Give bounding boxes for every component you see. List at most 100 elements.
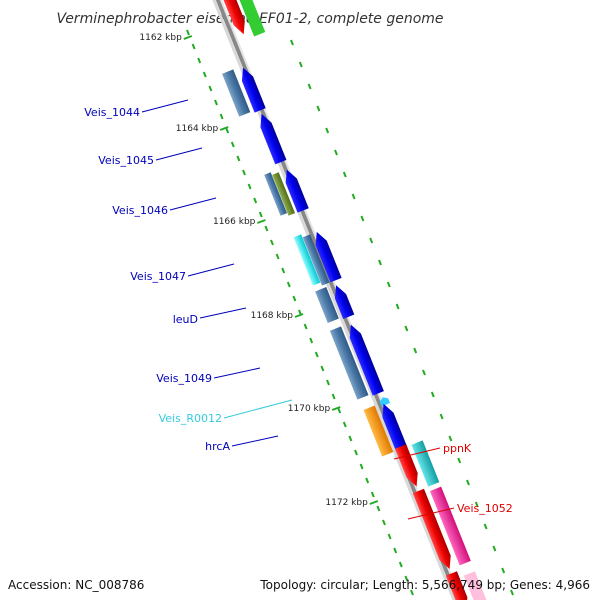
inner-dot: [331, 393, 336, 400]
outer-dot: [378, 259, 382, 266]
inner-dot: [309, 337, 314, 344]
inner-dot: [258, 211, 263, 218]
inner-dot: [303, 323, 308, 330]
gene-arrow-leud: [334, 285, 355, 320]
gene-label: leuD: [173, 313, 198, 326]
cog-box-veis-1047-a: [293, 234, 321, 286]
gene-label: Veis_1049: [156, 372, 212, 385]
gene-label: ppnK: [443, 442, 472, 455]
inner-dot: [370, 491, 375, 498]
tick-label: 1164 kbp: [176, 124, 219, 134]
gene-arrow-veis-1046: [285, 169, 309, 213]
inner-dot: [404, 575, 409, 582]
tick-label: 1172 kbp: [325, 498, 368, 508]
gene-arrow-ppnk: [395, 444, 418, 487]
outer-dot: [395, 303, 400, 310]
cog-box-top-green: [235, 0, 266, 37]
dotted-guides: [186, 29, 514, 596]
cog-box-veis-1052: [429, 486, 471, 566]
gene-label-group: Veis_1044: [84, 99, 189, 119]
inner-dot: [214, 99, 218, 106]
outer-dot: [439, 413, 444, 420]
outer-dot: [342, 171, 347, 178]
inner-dot: [314, 351, 319, 358]
cog-box-bottom-pink: [463, 571, 490, 600]
inner-dot: [264, 225, 269, 232]
gene-label-group: Veis_1052: [407, 502, 513, 520]
outer-dot: [360, 215, 365, 222]
leader-line: [187, 263, 235, 277]
inner-dot: [387, 533, 392, 540]
tick-1164: 1164 kbp: [176, 124, 229, 134]
outer-dot: [316, 105, 321, 112]
outer-dot: [334, 149, 338, 156]
tick-label: 1162 kbp: [139, 33, 182, 43]
outer-dot: [510, 589, 514, 596]
inner-dot: [236, 155, 241, 162]
tick-1172: 1172 kbp: [325, 498, 379, 508]
inner-dot: [281, 267, 286, 274]
leader-line: [407, 507, 455, 520]
gene-arrow-veis-1044: [241, 67, 266, 113]
cog-box-veis-1047-b: [302, 234, 330, 286]
leader-line: [223, 399, 293, 419]
outer-dot: [404, 325, 409, 332]
gene-label: Veis_1044: [84, 106, 140, 119]
inner-dot: [186, 29, 190, 36]
inner-dot: [342, 421, 347, 428]
outer-dot: [290, 39, 294, 46]
leader-line: [169, 197, 217, 211]
inner-dot: [197, 57, 202, 64]
cog-box-leud: [315, 286, 339, 324]
gene-label: Veis_1052: [457, 502, 513, 515]
gene-arrow-veis-1047: [315, 231, 342, 283]
inner-dot: [320, 365, 325, 372]
inner-dot: [191, 43, 196, 50]
gene-label-group: Veis_1045: [98, 147, 203, 167]
gene-label: Veis_1046: [112, 204, 168, 217]
cog-box-veis-1044: [222, 69, 251, 117]
gene-label-group: hrcA: [205, 435, 279, 453]
gene-label-group: Veis_R0012: [159, 399, 293, 425]
gene-arrow-veis-1049: [349, 324, 384, 396]
tick-1162: 1162 kbp: [139, 33, 193, 43]
cog-box-veis-1049: [329, 326, 369, 400]
tick-label: 1170 kbp: [288, 404, 331, 414]
outer-dot: [457, 457, 462, 464]
tick-label: 1166 kbp: [213, 217, 256, 227]
outer-dot: [369, 237, 374, 244]
gene-label: Veis_1045: [98, 154, 154, 167]
outer-dot: [351, 193, 356, 200]
outer-dot: [422, 369, 426, 376]
outer-dot: [298, 61, 303, 68]
inner-dot: [365, 477, 370, 484]
inner-dot: [286, 281, 291, 288]
gene-label: Veis_1047: [130, 270, 186, 283]
inner-dot: [326, 379, 330, 386]
outer-dot: [448, 435, 453, 442]
leader-line: [155, 147, 203, 161]
features-track: [219, 0, 490, 600]
gene-label-group: ppnK: [393, 442, 472, 460]
inner-dot: [382, 519, 386, 526]
inner-dot: [230, 141, 235, 148]
gene-label: hrcA: [205, 440, 230, 453]
inner-dot: [253, 197, 258, 204]
inner-dot: [247, 183, 252, 190]
leader-line: [231, 435, 279, 447]
inner-dot: [354, 449, 358, 456]
rna-veis-r0012: [379, 397, 391, 407]
inner-dot: [219, 113, 224, 120]
outer-dot: [492, 545, 497, 552]
gene-arrow-veis-1052: [412, 488, 451, 569]
outer-dot: [430, 391, 435, 398]
accession-text: Accession: NC_008786: [8, 578, 145, 592]
genome-stats-text: Topology: circular; Length: 5,566,749 bp…: [260, 578, 590, 592]
tick-1168: 1168 kbp: [251, 311, 304, 321]
inner-dot: [359, 463, 364, 470]
ruler-ticks: 1162 kbp 1164 kbp 1166 kbp 1168 kbp 1170 kbp…: [139, 33, 379, 508]
gene-labels: Veis_1044 Veis_1045 Veis_1046 Veis_1047 leuD…: [84, 99, 513, 520]
leader-line: [393, 447, 441, 460]
gene-label: Veis_R0012: [159, 412, 222, 425]
inner-dot: [202, 71, 207, 78]
